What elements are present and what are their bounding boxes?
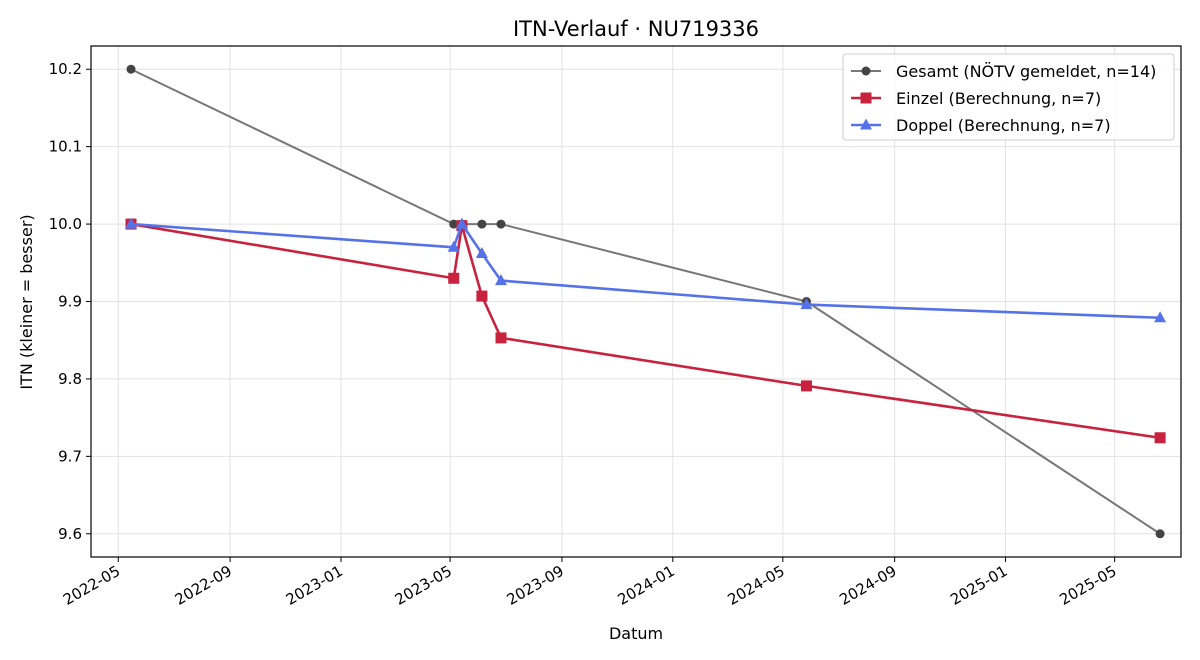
legend-marker: [860, 118, 872, 130]
data-point: [495, 332, 507, 344]
y-tick-label: 10.0: [49, 215, 82, 233]
x-tick-label: 2025-05: [1056, 562, 1119, 609]
data-point: [1154, 432, 1166, 444]
data-point: [477, 219, 487, 229]
x-tick-label: 2024-05: [725, 562, 788, 609]
data-point: [447, 240, 460, 252]
legend-entry: Einzel (Berechnung, n=7): [851, 89, 1101, 108]
chart-title: ITN-Verlauf · NU719336: [513, 17, 759, 41]
legend-marker: [861, 66, 871, 76]
data-point: [455, 217, 468, 229]
x-tick-label: 2022-05: [60, 562, 123, 609]
data-point: [475, 246, 488, 258]
x-tick-label: 2022-09: [172, 562, 235, 609]
grid: [91, 46, 1181, 557]
data-point: [800, 380, 812, 392]
x-tick-label: 2023-01: [283, 562, 346, 609]
y-tick-label: 9.8: [58, 370, 82, 388]
legend: Gesamt (NÖTV gemeldet, n=14) Einzel (Bere…: [842, 53, 1175, 141]
legend-label: Gesamt (NÖTV gemeldet, n=14): [896, 62, 1156, 81]
data-point: [1154, 311, 1167, 323]
data-point: [126, 64, 136, 74]
x-tick-label: 2023-05: [392, 562, 455, 609]
legend-entry: Doppel (Berechnung, n=7): [851, 116, 1111, 135]
data-point: [1155, 529, 1165, 539]
data-point: [449, 219, 459, 229]
legend-marker: [860, 92, 872, 104]
x-tick-label: 2024-09: [836, 562, 899, 609]
axis-ticks: 2022-05 2022-09 2023-01 2023-05 2023-09 2024-…: [49, 60, 1120, 609]
y-axis-title: ITN (kleiner = besser): [17, 214, 36, 389]
x-tick-label: 2024-01: [615, 562, 678, 609]
data-point: [800, 298, 813, 310]
x-tick-label: 2025-01: [947, 562, 1010, 609]
y-tick-label: 10.1: [49, 138, 82, 156]
data-point: [495, 274, 507, 286]
series-triangle: [125, 217, 1167, 323]
legend-label: Einzel (Berechnung, n=7): [896, 89, 1101, 108]
legend-entry: Gesamt (NÖTV gemeldet, n=14): [851, 62, 1156, 81]
y-tick-label: 9.7: [58, 447, 82, 465]
y-tick-label: 10.2: [49, 60, 82, 78]
data-point: [125, 217, 137, 229]
y-tick-label: 9.6: [58, 525, 82, 543]
x-axis-title: Datum: [609, 624, 663, 643]
data-point: [448, 272, 460, 284]
series-layer: [125, 64, 1167, 539]
y-tick-label: 9.9: [58, 293, 82, 311]
x-tick-label: 2023-09: [504, 562, 567, 609]
data-point: [496, 219, 506, 229]
legend-box: [842, 53, 1175, 141]
data-point: [476, 290, 488, 302]
series-square: [125, 218, 1166, 444]
legend-entries: Gesamt (NÖTV gemeldet, n=14) Einzel (Bere…: [851, 62, 1156, 135]
legend-label: Doppel (Berechnung, n=7): [896, 116, 1111, 135]
